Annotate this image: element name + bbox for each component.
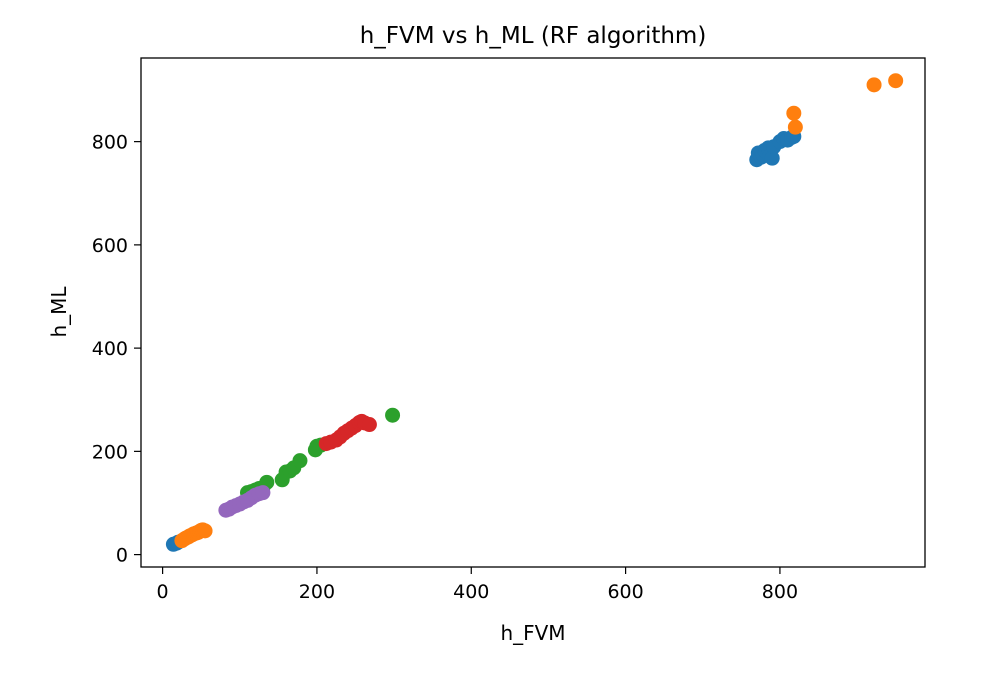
data-point-series-4-12 xyxy=(361,417,377,433)
x-axis: 0 200 400 600 800 xyxy=(157,567,798,603)
y-tick-label-800: 800 xyxy=(92,132,128,154)
data-point-series-2-18 xyxy=(888,73,904,89)
y-axis-label: h_ML xyxy=(47,286,71,338)
x-tick-label-800: 800 xyxy=(762,581,798,603)
data-point-series-2-17 xyxy=(866,77,882,93)
data-point-series-3-15 xyxy=(385,407,401,423)
y-tick-label-600: 600 xyxy=(92,235,128,257)
y-axis: 0 200 400 600 800 xyxy=(92,132,141,567)
chart-title: h_FVM vs h_ML (RF algorithm) xyxy=(360,23,707,49)
x-tick-label-600: 600 xyxy=(607,581,643,603)
x-tick-label-400: 400 xyxy=(453,581,489,603)
y-tick-label-200: 200 xyxy=(92,441,128,463)
data-point-series-3-11 xyxy=(292,453,308,469)
points-layer xyxy=(165,73,904,552)
x-tick-label-0: 0 xyxy=(157,581,169,603)
data-point-series-2-14 xyxy=(197,523,213,539)
data-point-series-5-11 xyxy=(255,485,271,501)
data-point-series-1-12 xyxy=(764,150,780,166)
y-tick-label-0: 0 xyxy=(116,545,128,567)
plot-frame xyxy=(140,57,926,568)
data-point-series-2-15 xyxy=(786,105,802,121)
x-tick-label-200: 200 xyxy=(299,581,335,603)
x-axis-label: h_FVM xyxy=(500,621,565,645)
y-tick-label-400: 400 xyxy=(92,338,128,360)
data-point-series-2-16 xyxy=(787,119,803,135)
